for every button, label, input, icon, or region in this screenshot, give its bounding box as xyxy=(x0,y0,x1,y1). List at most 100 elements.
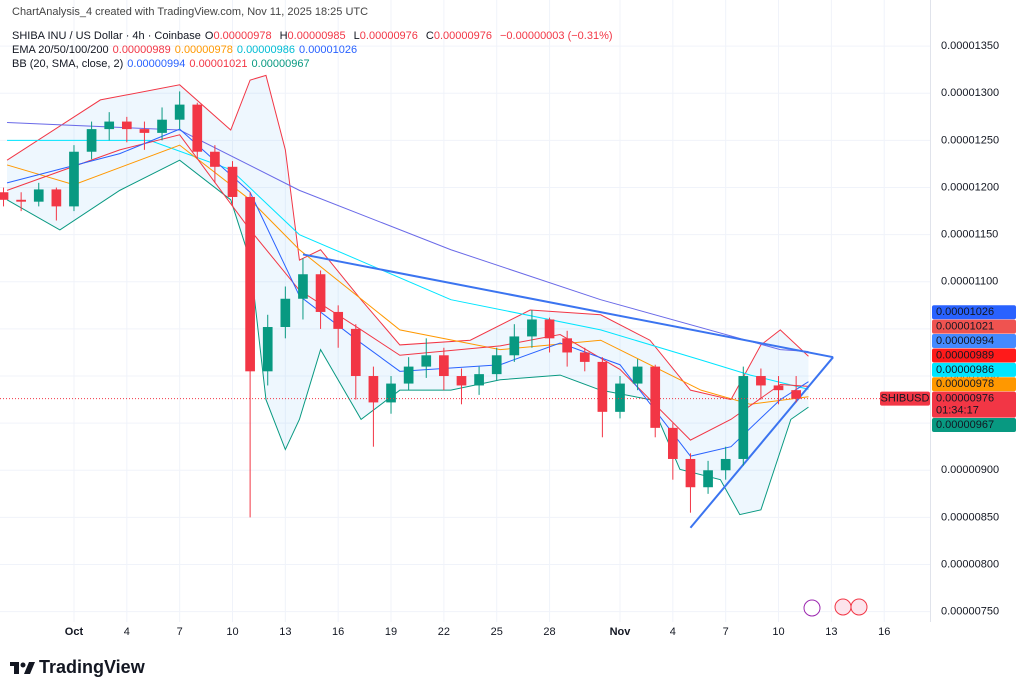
countdown: 01:34:17 xyxy=(936,405,979,417)
price-label-box xyxy=(932,377,1016,392)
x-tick-label: 10 xyxy=(772,626,784,638)
candle-body xyxy=(192,104,203,152)
candle-body xyxy=(667,427,678,459)
candle-body xyxy=(615,383,625,412)
y-tick-label: 0.00000900 xyxy=(941,464,999,476)
y-tick-label: 0.00001100 xyxy=(941,276,998,288)
candle-body xyxy=(544,319,555,339)
candle-body xyxy=(491,355,502,375)
ohlc-item: H0.00000985 xyxy=(280,30,350,42)
y-tick-label: 0.00001200 xyxy=(941,181,999,193)
ohlc-value: 0.00000976 xyxy=(359,30,418,42)
price-label: 0.00000989 xyxy=(936,349,994,361)
candle-body xyxy=(456,376,467,386)
y-tick-label: 0.00000750 xyxy=(941,606,999,618)
price-label: 0.00000967 xyxy=(936,419,994,431)
candle-body xyxy=(262,327,273,372)
candle-body xyxy=(33,189,44,202)
candle-body xyxy=(315,274,326,312)
candle-body xyxy=(51,189,62,207)
price-label-box xyxy=(932,418,1016,433)
candle-body xyxy=(280,298,291,328)
indicator-line xyxy=(7,139,809,390)
ema-line: EMA 20/50/100/200 0.00000989 0.00000978 0.0… xyxy=(12,44,361,56)
y-tick-label: 0.00000800 xyxy=(941,558,999,570)
candle-body xyxy=(773,385,784,391)
x-tick-label: 22 xyxy=(438,626,450,638)
x-tick-label: 19 xyxy=(385,626,397,638)
event-icon xyxy=(834,598,852,616)
x-tick-label: 4 xyxy=(124,626,130,638)
indicator-line xyxy=(689,356,834,529)
x-tick-label: 7 xyxy=(723,626,729,638)
candle-body xyxy=(350,328,361,377)
ohlc-key: H xyxy=(279,30,288,42)
price-label-box xyxy=(932,305,1016,320)
x-tick-label: 16 xyxy=(878,626,890,638)
x-tick-label: 13 xyxy=(279,626,291,638)
y-tick-label: 0.00001250 xyxy=(941,134,999,146)
bb-value: 0.00001021 xyxy=(189,58,248,70)
x-tick-label: 25 xyxy=(491,626,503,638)
ema-value: 0.00000978 xyxy=(174,44,233,56)
candle-body xyxy=(104,121,115,130)
x-tick-label: 10 xyxy=(226,626,238,638)
price-label: 0.00000994 xyxy=(936,335,994,347)
candle-body xyxy=(298,274,308,299)
price-label: 0.00001021 xyxy=(936,321,994,333)
candle-body xyxy=(597,361,608,412)
brand-name: TradingView xyxy=(39,657,145,677)
ema-value: 0.00000989 xyxy=(112,44,171,56)
candle-body xyxy=(227,166,238,197)
candle-body xyxy=(333,311,344,329)
y-tick-label: 0.00001350 xyxy=(941,40,999,52)
symbol-label: SHIBUSD xyxy=(881,393,930,405)
candle-body xyxy=(368,376,379,403)
event-icon xyxy=(850,598,868,616)
ohlc-value: 0.00000985 xyxy=(287,30,346,42)
x-tick-label: 16 xyxy=(332,626,344,638)
price-label-box xyxy=(932,319,1016,334)
ohlc-value: 0.00000978 xyxy=(213,30,272,42)
candle-body xyxy=(439,355,449,377)
axis-separator xyxy=(930,0,931,622)
indicator-line xyxy=(302,253,834,359)
candle-body xyxy=(650,366,661,428)
indicator-line xyxy=(6,144,809,405)
x-tick-label: 13 xyxy=(825,626,837,638)
candle-body xyxy=(421,355,432,367)
bb-line: BB (20, SMA, close, 2) 0.00000994 0.000010… xyxy=(12,58,314,70)
candle-body xyxy=(69,151,79,207)
candle-body xyxy=(527,319,537,337)
bb-value: 0.00000994 xyxy=(127,58,186,70)
candle-body xyxy=(121,121,132,130)
ohlc-item: C0.00000976 xyxy=(426,30,496,42)
candle-body xyxy=(791,390,801,399)
ohlc-key: L xyxy=(353,30,360,42)
candle-body xyxy=(386,383,396,403)
ohlc-value: 0.00000976 xyxy=(433,30,492,42)
band-fill xyxy=(7,75,809,515)
candle-body xyxy=(157,119,167,133)
ohlc-key: O xyxy=(204,30,214,42)
indicator-line xyxy=(6,128,809,457)
candle-body xyxy=(562,338,573,353)
x-tick-label: 7 xyxy=(177,626,183,638)
brand-logo xyxy=(10,661,35,674)
candle-body xyxy=(403,366,414,384)
candle-body xyxy=(139,129,150,133)
candle-body xyxy=(720,458,731,471)
candle-body xyxy=(509,336,520,356)
x-tick-label: Nov xyxy=(610,626,632,638)
ohlc-key: C xyxy=(425,30,434,42)
event-icon xyxy=(803,599,821,617)
price-label-box xyxy=(932,334,1016,349)
attribution: ChartAnalysis_4 created with TradingView… xyxy=(12,6,369,18)
x-tick-label: 4 xyxy=(670,626,676,638)
candle-body xyxy=(86,129,97,152)
price-label: 0.00000986 xyxy=(936,364,994,376)
candle-body xyxy=(738,376,749,459)
y-tick-label: 0.00001300 xyxy=(941,87,999,99)
